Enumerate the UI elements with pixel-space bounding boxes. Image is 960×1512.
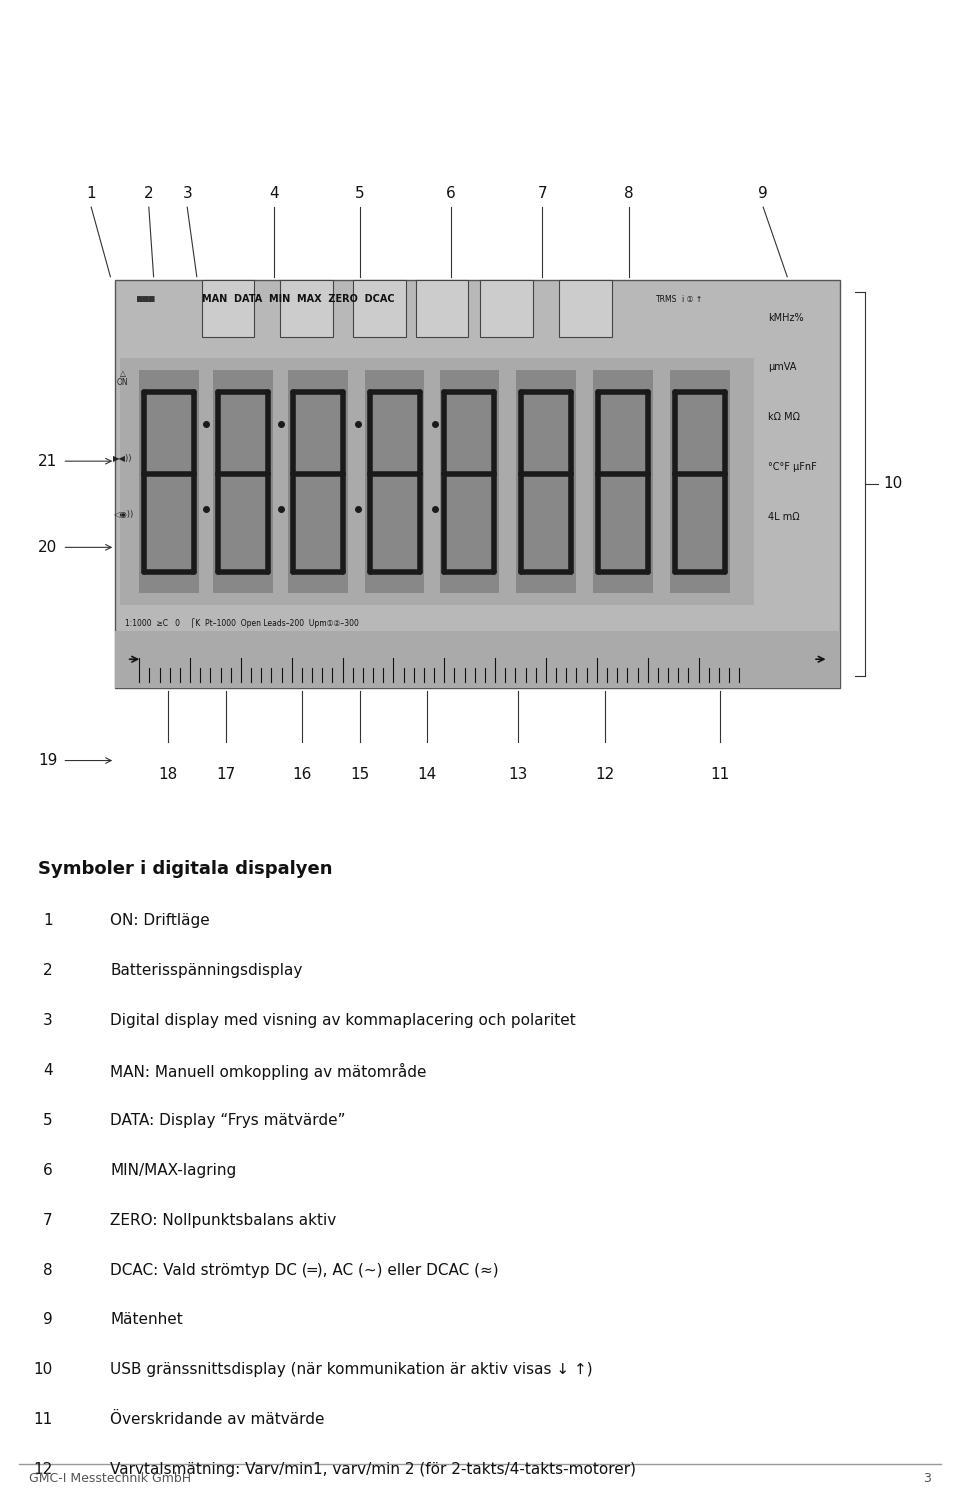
Text: 11: 11 bbox=[34, 1412, 53, 1427]
Text: 11: 11 bbox=[710, 767, 730, 782]
Text: TRMS: TRMS bbox=[656, 295, 677, 304]
Text: 5: 5 bbox=[43, 1113, 53, 1128]
Text: 9: 9 bbox=[758, 186, 768, 201]
Text: Varvtalsmätning: Varv/min1, varv/min 2 (för 2-takts/4-takts-motorer): Varvtalsmätning: Varv/min1, varv/min 2 (… bbox=[110, 1462, 636, 1477]
Text: 8: 8 bbox=[43, 1263, 53, 1278]
Text: 6: 6 bbox=[446, 186, 456, 201]
Text: 2: 2 bbox=[43, 963, 53, 978]
Text: ON: Driftläge: ON: Driftläge bbox=[110, 913, 210, 928]
Bar bbox=[593, 370, 653, 593]
Text: 10: 10 bbox=[883, 476, 902, 491]
Bar bbox=[365, 370, 424, 593]
Text: 3: 3 bbox=[182, 186, 192, 201]
Bar bbox=[120, 358, 754, 605]
Bar bbox=[440, 370, 499, 593]
Bar bbox=[353, 280, 406, 337]
Text: 14: 14 bbox=[418, 767, 437, 782]
Text: 15: 15 bbox=[350, 767, 370, 782]
Text: 3: 3 bbox=[43, 1013, 53, 1028]
Text: 10: 10 bbox=[34, 1362, 53, 1377]
Text: 3: 3 bbox=[924, 1471, 931, 1485]
Text: 4: 4 bbox=[269, 186, 278, 201]
Text: 13: 13 bbox=[509, 767, 528, 782]
Text: 4L mΩ: 4L mΩ bbox=[768, 513, 800, 522]
Text: 8: 8 bbox=[624, 186, 634, 201]
Text: DATA: Display “Frys mätvärde”: DATA: Display “Frys mätvärde” bbox=[110, 1113, 346, 1128]
Text: μmVA: μmVA bbox=[768, 363, 797, 372]
Text: °C°F μFnF: °C°F μFnF bbox=[768, 463, 817, 472]
Text: DCAC: Vald strömtyp DC (═), AC (~) eller DCAC (≈): DCAC: Vald strömtyp DC (═), AC (~) eller… bbox=[110, 1263, 499, 1278]
Text: 12: 12 bbox=[595, 767, 614, 782]
Bar bbox=[115, 280, 840, 688]
Text: 19: 19 bbox=[38, 753, 58, 768]
Text: 21: 21 bbox=[38, 454, 58, 469]
Text: MAN: Manuell omkoppling av mätområde: MAN: Manuell omkoppling av mätområde bbox=[110, 1063, 427, 1080]
Text: 17: 17 bbox=[216, 767, 235, 782]
Bar bbox=[480, 280, 533, 337]
Bar bbox=[559, 280, 612, 337]
Text: Överskridande av mätvärde: Överskridande av mätvärde bbox=[110, 1412, 324, 1427]
Text: 6: 6 bbox=[43, 1163, 53, 1178]
Bar bbox=[416, 280, 468, 337]
Bar bbox=[516, 370, 576, 593]
Bar bbox=[139, 370, 199, 593]
Text: 18: 18 bbox=[158, 767, 178, 782]
Text: ZERO: Nollpunktsbalans aktiv: ZERO: Nollpunktsbalans aktiv bbox=[110, 1213, 337, 1228]
Text: 1:1000  ≥C   0    ⎧K  Pt–1000  Open Leads–200  Upm①②–300: 1:1000 ≥C 0 ⎧K Pt–1000 Open Leads–200 Up… bbox=[125, 618, 359, 627]
Text: 1: 1 bbox=[86, 186, 96, 201]
Text: i ① ↑: i ① ↑ bbox=[682, 295, 702, 304]
Text: Mätenhet: Mätenhet bbox=[110, 1312, 183, 1328]
Text: ▶◀)): ▶◀)) bbox=[113, 454, 132, 463]
Text: Digital display med visning av kommaplacering och polaritet: Digital display med visning av kommaplac… bbox=[110, 1013, 576, 1028]
Text: GMC-I Messtechnik GmbH: GMC-I Messtechnik GmbH bbox=[29, 1471, 191, 1485]
Text: Symboler i digitala dispalyen: Symboler i digitala dispalyen bbox=[38, 860, 333, 878]
Text: △
ON: △ ON bbox=[117, 369, 129, 387]
Text: 7: 7 bbox=[43, 1213, 53, 1228]
Text: Batterisspänningsdisplay: Batterisspänningsdisplay bbox=[110, 963, 302, 978]
Text: ◁◉)): ◁◉)) bbox=[112, 510, 133, 519]
Text: kΩ MΩ: kΩ MΩ bbox=[768, 413, 800, 422]
Text: 16: 16 bbox=[293, 767, 312, 782]
Text: 9: 9 bbox=[43, 1312, 53, 1328]
Text: 4: 4 bbox=[43, 1063, 53, 1078]
Text: MAN  DATA  MIN  MAX  ZERO  DCAC: MAN DATA MIN MAX ZERO DCAC bbox=[202, 295, 395, 304]
Bar bbox=[280, 280, 333, 337]
Bar bbox=[213, 370, 273, 593]
Text: 20: 20 bbox=[38, 540, 58, 555]
Text: 1: 1 bbox=[43, 913, 53, 928]
Bar bbox=[670, 370, 730, 593]
Text: 2: 2 bbox=[144, 186, 154, 201]
Text: USB gränssnittsdisplay (när kommunikation är aktiv visas ↓ ↑): USB gränssnittsdisplay (när kommunikatio… bbox=[110, 1362, 593, 1377]
Text: kMHz%: kMHz% bbox=[768, 313, 804, 322]
Text: ■■■: ■■■ bbox=[137, 295, 155, 304]
Text: MIN/MAX-lagring: MIN/MAX-lagring bbox=[110, 1163, 237, 1178]
Text: 5: 5 bbox=[355, 186, 365, 201]
Text: 7: 7 bbox=[538, 186, 547, 201]
Bar bbox=[288, 370, 348, 593]
Text: 12: 12 bbox=[34, 1462, 53, 1477]
Bar bbox=[202, 280, 254, 337]
Bar bbox=[115, 631, 840, 688]
